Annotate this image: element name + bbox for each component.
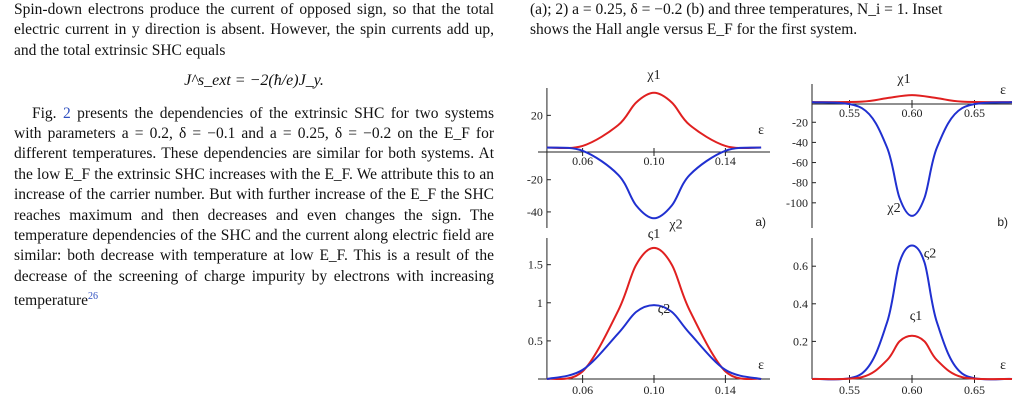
- b-top-series-label: χ1: [896, 72, 910, 87]
- a-bottom-x-axis-label: ε: [758, 358, 764, 373]
- b-bottom-panel-label: b): [997, 215, 1008, 229]
- a-top-y-tick-label: -20: [527, 173, 543, 187]
- a-bottom-series-label: ς1: [648, 227, 661, 242]
- a-top-x-tick-label: 0.10: [644, 154, 665, 168]
- equation: J^s_ext = −2(ħ/e)J_y.: [14, 71, 494, 91]
- b-top-x-tick-label: 0.65: [964, 106, 985, 120]
- paragraph-2: Fig. 2 presents the dependencies of the …: [14, 104, 494, 312]
- b-top-series-χ2: [811, 101, 1013, 217]
- a-top-x-tick-label: 0.14: [715, 154, 736, 168]
- b-top-y-tick-label: -100: [786, 196, 808, 210]
- a-top-y-tick-label: 20: [531, 108, 543, 122]
- b-bottom-x-tick-label: 0.65: [964, 383, 985, 397]
- b-bottom-y-tick-label: 0.6: [793, 259, 808, 273]
- b-top-y-tick-label: -40: [792, 135, 808, 149]
- a-bottom-series-ς2: [546, 304, 762, 380]
- b-bottom-series-ς1: [811, 334, 1013, 381]
- paragraph-1: Spin-down electrons produce the current …: [14, 1, 494, 59]
- a-top-x-tick-label: 0.06: [572, 154, 593, 168]
- b-bottom-x-tick-label: 0.60: [902, 383, 923, 397]
- a-top-x-axis-label: ε: [758, 123, 764, 138]
- b-top-y-tick-label: -80: [792, 176, 808, 190]
- b-bottom-series-ς2: [811, 244, 1013, 381]
- b-top-series-χ1: [811, 94, 1013, 104]
- b-bottom-series-label: ς1: [910, 309, 923, 324]
- figure-ref-link[interactable]: 2: [62, 104, 71, 122]
- a-bottom-series-ς1: [546, 246, 762, 381]
- body-text-column: Spin-down electrons produce the current …: [14, 0, 494, 312]
- b-top-y-tick-label: -60: [792, 156, 808, 170]
- a-bottom-panel-label: a): [755, 215, 766, 229]
- paragraph-2-start: Fig.: [32, 104, 63, 122]
- b-top-x-tick-label: 0.55: [839, 106, 860, 120]
- b-bottom-x-axis-label: ε: [1000, 358, 1006, 373]
- b-bottom-y-tick-label: 0.4: [793, 297, 808, 311]
- b-bottom-y-tick-label: 0.2: [793, 334, 808, 348]
- a-bottom-y-tick-label: 0.5: [528, 334, 543, 348]
- citation-link[interactable]: 26: [88, 291, 99, 303]
- a-top-series-χ2: [546, 146, 762, 220]
- b-bottom-x-tick-label: 0.55: [839, 383, 860, 397]
- a-top-series-label: χ2: [668, 217, 682, 232]
- a-bottom-x-tick-label: 0.10: [644, 383, 665, 397]
- a-bottom-series-label: ς2: [658, 302, 671, 317]
- a-bottom-x-tick-label: 0.14: [715, 383, 736, 397]
- a-top-series-label: χ1: [646, 68, 660, 83]
- equation-text: J^s_ext = −2(ħ/e)J_y.: [184, 72, 324, 90]
- caption-line-2: shows the Hall angle versus E_F for the …: [530, 21, 858, 39]
- paragraph-2-body: presents the dependencies of the extrins…: [14, 104, 494, 310]
- b-top-x-axis-label: ε: [1000, 83, 1006, 98]
- b-top-x-tick-label: 0.60: [902, 106, 923, 120]
- a-top-series-χ1: [546, 91, 762, 150]
- b-bottom-series-label: ς2: [924, 247, 937, 262]
- a-bottom-y-tick-label: 1: [537, 296, 543, 310]
- a-top-y-tick-label: -40: [527, 205, 543, 219]
- figure-caption: (a); 2) a = 0.25, δ = −0.2 (b) and three…: [530, 0, 1020, 41]
- a-bottom-x-tick-label: 0.06: [572, 383, 593, 397]
- b-top-y-tick-label: -20: [792, 115, 808, 129]
- b-top-series-label: χ2: [886, 201, 900, 216]
- caption-line-1: (a); 2) a = 0.25, δ = −0.2 (b) and three…: [530, 1, 943, 18]
- a-bottom-y-tick-label: 1.5: [528, 258, 543, 272]
